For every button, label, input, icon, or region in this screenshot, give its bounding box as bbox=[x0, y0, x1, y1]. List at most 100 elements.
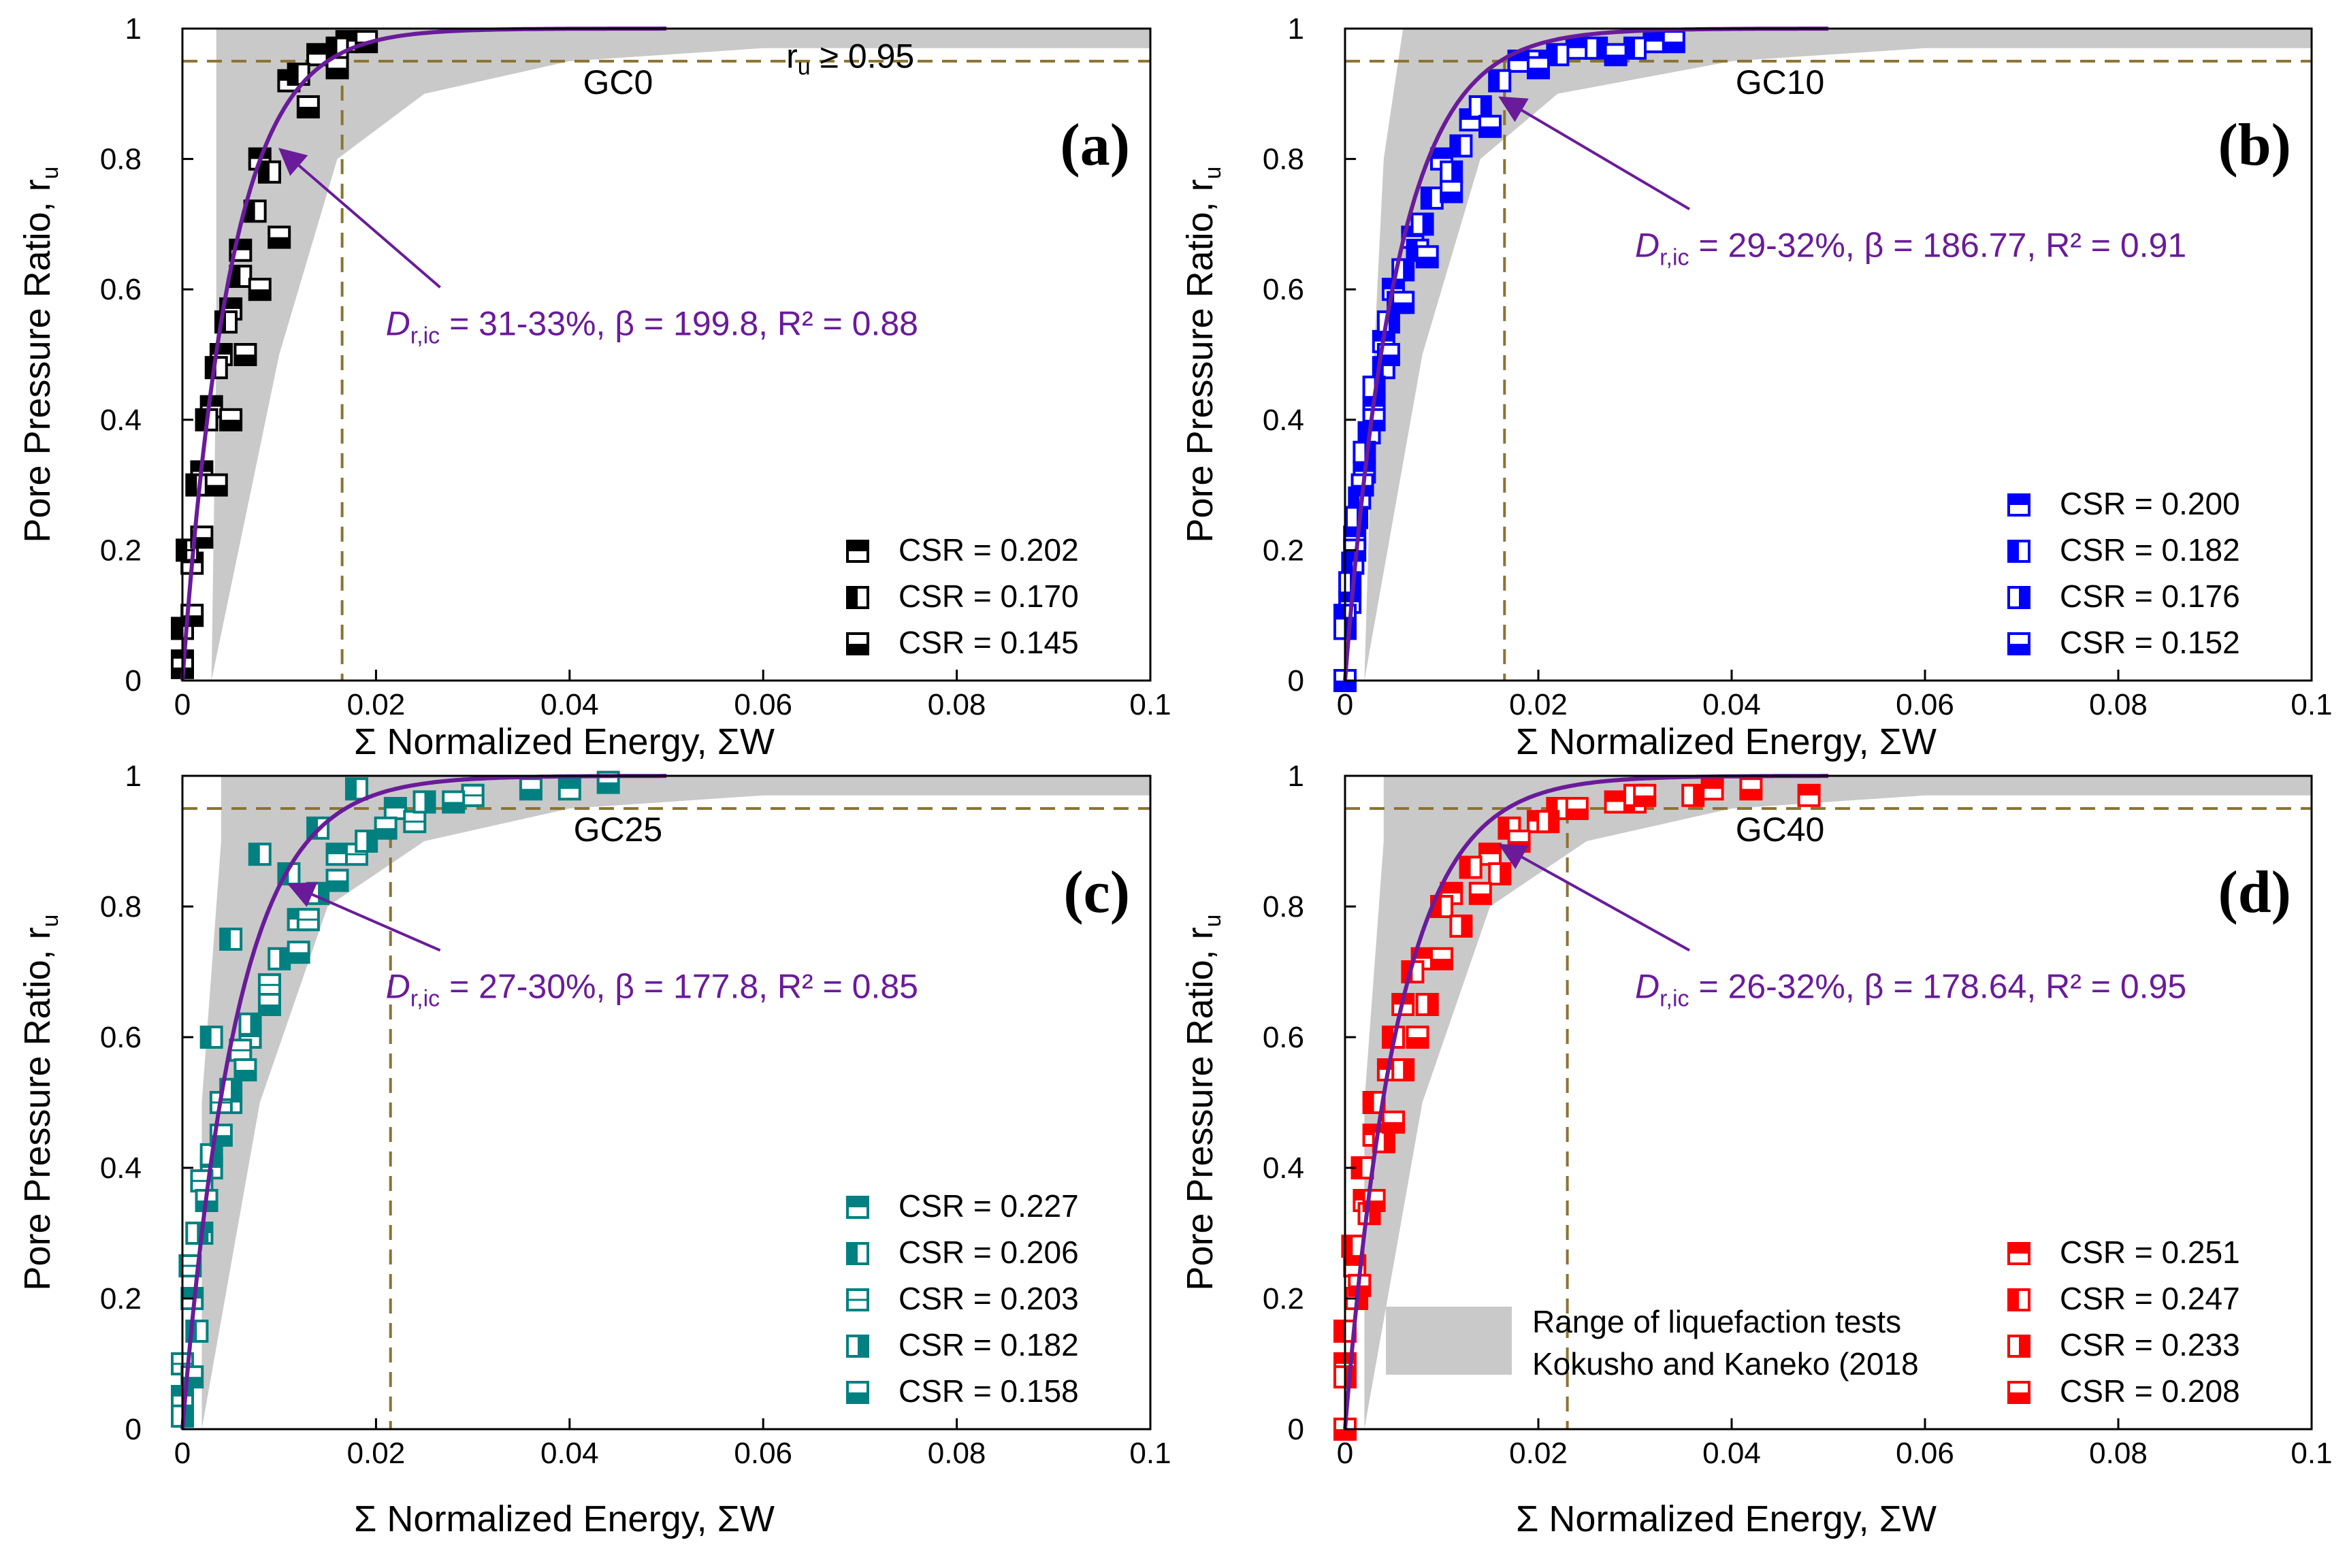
data-point-s3-p6 bbox=[1415, 245, 1439, 269]
data-point-s3-p4-fill bbox=[1407, 1037, 1428, 1047]
data-point-s2-p4-fill bbox=[1403, 1060, 1414, 1080]
panel-label: (b) bbox=[2218, 112, 2291, 178]
data-point-s1-p1 bbox=[199, 1026, 223, 1049]
y-tick-label: 0.6 bbox=[1263, 1021, 1304, 1054]
legend-marker-2 bbox=[846, 632, 869, 655]
plot-frame bbox=[181, 774, 1152, 1431]
data-point-s2-p5-fill bbox=[235, 355, 256, 365]
x-axis-label: Σ Normalized Energy, ΣW bbox=[1516, 1499, 1937, 1539]
data-point-s1-p11-fill bbox=[1625, 37, 1635, 59]
x-tick-label: 0.06 bbox=[734, 688, 792, 721]
legend-marker-3-fill bbox=[2009, 644, 2029, 654]
data-point-s0-p11-fill bbox=[559, 779, 580, 789]
chart-panel-1: 0 0.02 0.04 0.06 0.08 0.1 0 0.2 0.4 0.6 0.8 1 Σ Norm… bbox=[1180, 12, 2333, 762]
x-tick-label: 0 bbox=[1337, 1437, 1353, 1470]
fit-arrow bbox=[278, 148, 441, 289]
legend-marker-1 bbox=[2007, 540, 2030, 563]
data-point-s3-p9 bbox=[1527, 56, 1550, 80]
data-point-s4-p10 bbox=[596, 770, 620, 794]
y-axis-label-sub: u bbox=[37, 914, 63, 927]
data-point-s0-p12 bbox=[1642, 30, 1666, 54]
chart-panel-2: 0 0.02 0.04 0.06 0.08 0.1 0 0.2 0.4 0.6 0.8 1 Σ Norm… bbox=[17, 760, 1171, 1539]
legend-label: CSR = 0.145 bbox=[899, 625, 1079, 660]
legend-marker-0-fill bbox=[847, 1197, 868, 1207]
data-point-s1-p6 bbox=[1430, 895, 1453, 918]
data-point-s2-p7 bbox=[1488, 862, 1512, 885]
fit-annotation-text: = 26-32%, β = 178.64, R² = 0.95 bbox=[1689, 967, 2187, 1005]
data-point-s4-p9-fill bbox=[520, 789, 541, 800]
legend-label: CSR = 0.203 bbox=[899, 1281, 1079, 1316]
data-point-s0-p9-fill bbox=[308, 44, 329, 55]
fit-annotation-var: D bbox=[1635, 967, 1660, 1005]
group-label: GC10 bbox=[1736, 63, 1825, 101]
legend-label: CSR = 0.202 bbox=[899, 532, 1079, 568]
data-point-s1-p2-fill bbox=[221, 929, 231, 949]
fit-arrow bbox=[1498, 96, 1691, 211]
y-tick-label: 1 bbox=[125, 12, 142, 46]
data-point-s1-p6 bbox=[344, 777, 368, 801]
x-tick-label: 0.04 bbox=[540, 1437, 599, 1470]
data-point-s1-p9-fill bbox=[288, 64, 299, 85]
x-tick-label: 0.02 bbox=[1509, 1437, 1568, 1470]
data-point-s0-p4-fill bbox=[210, 344, 231, 355]
x-tick-label: 0.08 bbox=[2089, 688, 2148, 721]
legend-marker-0 bbox=[846, 1196, 869, 1219]
data-point-s3-p7 bbox=[355, 830, 378, 853]
data-point-s2-p8-fill bbox=[297, 106, 319, 117]
data-point-s1-p3 bbox=[248, 843, 272, 866]
data-point-s0-p11-fill bbox=[1702, 779, 1723, 789]
data-point-s1-p8 bbox=[1449, 134, 1473, 158]
data-point-s1-p8-fill bbox=[1451, 135, 1461, 157]
data-point-s3-p9 bbox=[1633, 783, 1657, 807]
data-point-s2-p8 bbox=[1440, 160, 1463, 184]
data-point-s0-p1-fill bbox=[182, 1288, 203, 1298]
x-axis-label: Σ Normalized Energy, ΣW bbox=[354, 1499, 775, 1539]
data-point-s1-p6-fill bbox=[1407, 240, 1418, 261]
data-point-s2-p3-fill bbox=[206, 485, 227, 495]
data-point-s2-p5 bbox=[257, 973, 281, 997]
data-point-s3-p10 bbox=[1604, 43, 1628, 67]
data-point-s0-p8-fill bbox=[1431, 148, 1452, 159]
fit-annotation-sub: r,ic bbox=[410, 985, 440, 1011]
data-point-s2-p5-fill bbox=[1427, 994, 1438, 1015]
data-point-s3-p3-fill bbox=[231, 1079, 242, 1100]
legend-marker-3-fill bbox=[2009, 1392, 2029, 1403]
data-point-s2-p6 bbox=[248, 278, 272, 301]
data-point-s0-p7-fill bbox=[1441, 883, 1462, 894]
data-point-s4-p3 bbox=[233, 1058, 257, 1081]
band-legend-swatch bbox=[1386, 1307, 1512, 1375]
x-tick-label: 0.1 bbox=[2291, 688, 2332, 721]
legend-marker-1 bbox=[846, 1242, 869, 1265]
data-point-s2-p4 bbox=[1391, 1058, 1415, 1081]
x-tick-label: 0.06 bbox=[1896, 688, 1954, 721]
data-point-s3-p10 bbox=[1739, 777, 1763, 801]
data-point-s3-p7-fill bbox=[1508, 841, 1529, 851]
data-point-s2-p2-fill bbox=[191, 537, 212, 548]
data-point-s3-p11-fill bbox=[1663, 42, 1684, 52]
plot-frame bbox=[1344, 27, 2313, 682]
data-point-s3-p3 bbox=[1382, 1110, 1405, 1134]
fit-annotation-var: D bbox=[1635, 226, 1660, 264]
data-point-s4-p10-fill bbox=[598, 782, 619, 793]
data-point-s2-p5 bbox=[233, 343, 257, 366]
y-tick-label: 1 bbox=[125, 760, 142, 793]
y-tick-label: 0.2 bbox=[100, 1282, 142, 1316]
data-point-s2-p7 bbox=[268, 225, 291, 249]
data-point-s3-p6-fill bbox=[1470, 893, 1491, 904]
data-point-s0-p8-fill bbox=[1480, 844, 1500, 855]
data-point-s3-p5-fill bbox=[279, 948, 290, 969]
data-point-s3-p9-fill bbox=[1634, 795, 1655, 806]
data-point-s0-p9 bbox=[383, 797, 407, 820]
data-point-s3-p10-fill bbox=[1605, 54, 1626, 65]
legend-label: CSR = 0.200 bbox=[2060, 486, 2240, 521]
y-tick-label: 0.4 bbox=[1263, 404, 1304, 437]
legend-marker-0-fill bbox=[2009, 495, 2029, 505]
legend-marker-1 bbox=[846, 586, 869, 609]
data-point-s0-p11 bbox=[1565, 36, 1589, 60]
y-tick-label: 0 bbox=[125, 664, 142, 698]
group-label: GC40 bbox=[1736, 811, 1825, 849]
plot-frame bbox=[181, 27, 1152, 682]
data-point-s2-p9 bbox=[461, 783, 485, 807]
y-tick-label: 0.8 bbox=[100, 143, 142, 176]
